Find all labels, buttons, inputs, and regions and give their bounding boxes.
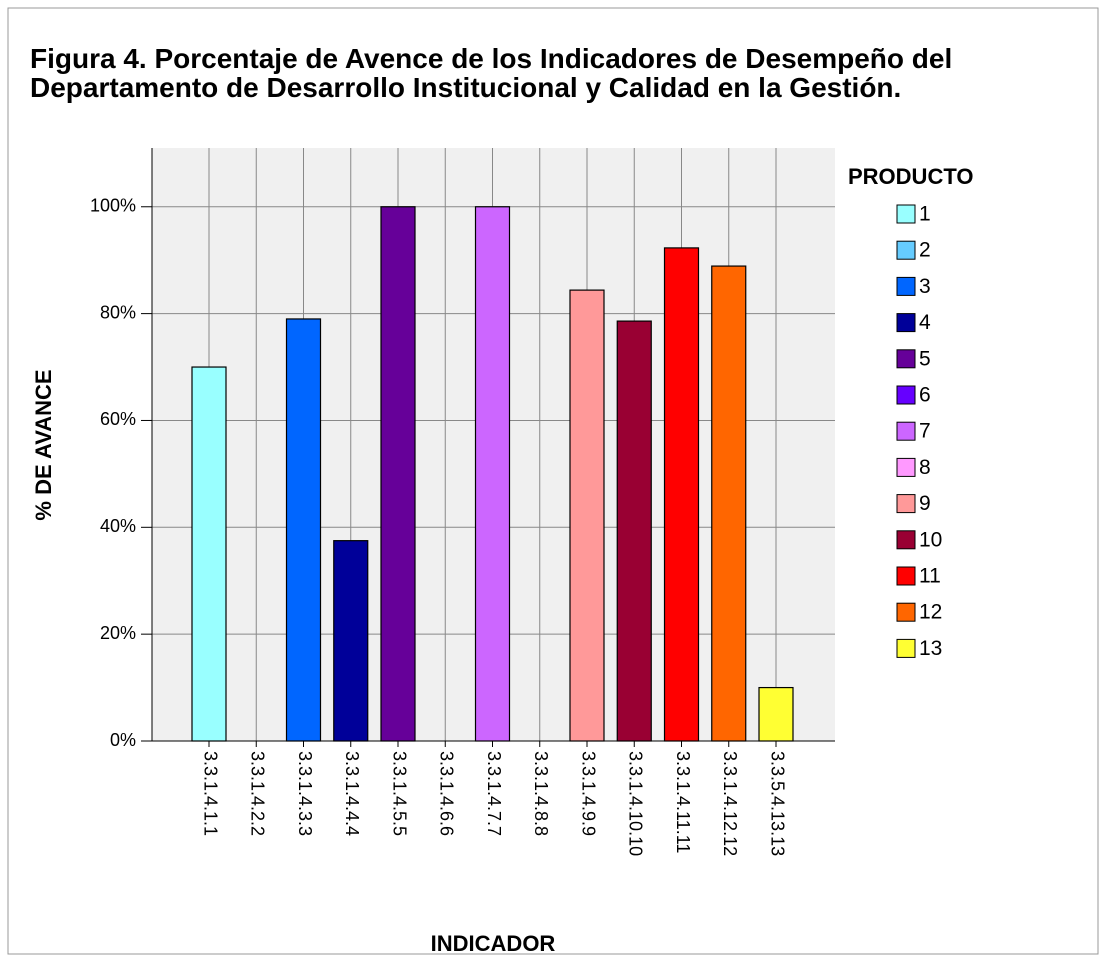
legend-swatch bbox=[896, 602, 916, 622]
chart-title: Figura 4. Porcentaje de Avence de los In… bbox=[30, 43, 953, 103]
x-tick-label: 3.3.1.4.9.9 bbox=[578, 751, 598, 836]
x-axis-label: INDICADOR bbox=[431, 931, 556, 956]
legend-swatch bbox=[896, 204, 916, 224]
x-tick-label: 3.3.1.4.7.7 bbox=[484, 751, 504, 836]
legend-swatch bbox=[896, 349, 916, 369]
legend-label: 6 bbox=[919, 384, 931, 407]
x-tick-label: 3.3.5.4.13.13 bbox=[767, 751, 787, 856]
legend-label: 10 bbox=[919, 528, 942, 551]
legend-swatch bbox=[896, 240, 916, 260]
frame bbox=[7, 7, 1099, 955]
bar bbox=[616, 320, 652, 742]
bar bbox=[333, 540, 369, 742]
x-tick-label: 3.3.1.4.10.10 bbox=[626, 751, 646, 856]
bar bbox=[569, 289, 605, 742]
legend-swatch bbox=[896, 421, 916, 441]
x-tick-label: 3.3.1.4.3.3 bbox=[295, 751, 315, 836]
legend-swatch bbox=[896, 530, 916, 550]
legend-swatch bbox=[896, 494, 916, 514]
legend-label: 12 bbox=[919, 601, 942, 624]
x-tick-label: 3.3.1.4.4.4 bbox=[342, 751, 362, 836]
legend-label: 11 bbox=[919, 565, 941, 588]
y-axis-label: % DE AVANCE bbox=[31, 369, 56, 520]
bar bbox=[711, 265, 747, 742]
legend-label: 9 bbox=[919, 492, 931, 515]
x-tick-label: 3.3.1.4.1.1 bbox=[200, 751, 220, 836]
legend-swatch bbox=[896, 313, 916, 333]
x-tick-label: 3.3.1.4.2.2 bbox=[248, 751, 268, 836]
bar bbox=[474, 206, 511, 742]
x-tick-label: 3.3.1.4.5.5 bbox=[389, 751, 409, 836]
legend-label: 8 bbox=[919, 456, 931, 479]
legend-label: 7 bbox=[919, 420, 931, 443]
bar bbox=[758, 686, 794, 742]
y-tick-label: 60% bbox=[100, 409, 136, 429]
bar bbox=[380, 206, 416, 742]
legend-label: 5 bbox=[919, 347, 931, 370]
legend-label: 3 bbox=[919, 275, 931, 298]
y-tick-label: 100% bbox=[90, 196, 136, 216]
bar bbox=[285, 318, 322, 742]
legend-label: 13 bbox=[919, 637, 942, 660]
x-tick-label: 3.3.1.4.11.11 bbox=[673, 751, 693, 853]
legend-label: 4 bbox=[919, 311, 931, 334]
x-tick-label: 3.3.1.4.8.8 bbox=[531, 751, 551, 836]
bar bbox=[191, 366, 227, 742]
legend-title: PRODUCTO bbox=[848, 164, 974, 189]
y-tick-label: 0% bbox=[110, 730, 136, 750]
legend-swatch bbox=[896, 385, 916, 405]
legend-label: 2 bbox=[919, 239, 931, 262]
bar bbox=[663, 247, 700, 742]
x-tick-label: 3.3.1.4.12.12 bbox=[720, 751, 740, 856]
x-tick-label: 3.3.1.4.6.6 bbox=[437, 751, 457, 836]
y-tick-label: 20% bbox=[100, 623, 136, 643]
y-tick-label: 80% bbox=[100, 302, 136, 322]
legend-swatch bbox=[896, 457, 916, 477]
legend-label: 1 bbox=[919, 203, 931, 226]
legend-swatch bbox=[896, 566, 916, 586]
y-tick-label: 40% bbox=[100, 516, 136, 536]
legend-swatch bbox=[896, 638, 916, 658]
legend-swatch bbox=[896, 276, 916, 296]
